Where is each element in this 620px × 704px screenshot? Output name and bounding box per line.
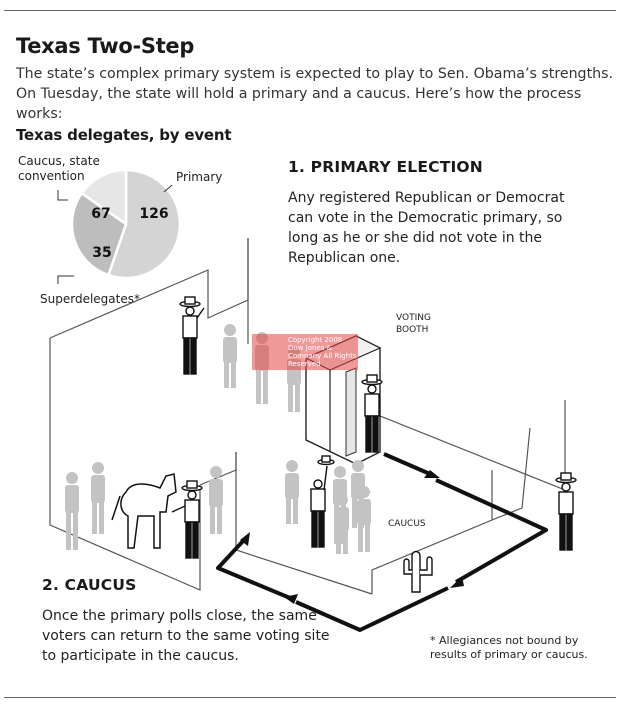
primary-text: Any registered Republican or Democrat ca… — [288, 190, 565, 266]
primary-slice-label: Primary — [176, 170, 223, 184]
cactus-icon — [403, 550, 433, 593]
cowboy-left-wall — [179, 296, 205, 375]
caucus-heading: 2. CAUCUS — [42, 576, 137, 594]
booth-label-line2: BOOTH — [396, 325, 428, 335]
horse — [111, 473, 177, 549]
super-slice-label: Superdelegates* — [40, 292, 140, 306]
delegates-heading: Texas delegates, by event — [16, 126, 232, 144]
cowboy-with-horse — [171, 480, 203, 559]
caucus-slice-label: Caucus, state convention — [18, 154, 100, 183]
process-path — [216, 452, 548, 632]
cowboy-hat-wave — [310, 455, 335, 548]
cowboy-figures — [171, 296, 577, 559]
page-subtitle: The state’s complex primary system is ex… — [16, 66, 614, 122]
caucus-area-label: CAUCUS — [388, 519, 426, 529]
booth-label-line1: VOTING — [396, 313, 431, 323]
footnote: * Allegiances not bound by results of pr… — [430, 634, 588, 661]
top-rule — [4, 10, 616, 11]
cowboy-right — [555, 472, 577, 551]
bottom-rule — [4, 697, 616, 698]
caucus-text: Once the primary polls close, the same v… — [42, 608, 330, 664]
copyright-watermark: Copyright 2008 Dow Jones & Company All R… — [252, 334, 358, 370]
page-title: Texas Two-Step — [16, 34, 195, 58]
path-arrowheads — [240, 470, 464, 604]
cowboy-at-booth — [361, 374, 383, 453]
primary-heading: 1. PRIMARY ELECTION — [288, 158, 483, 176]
